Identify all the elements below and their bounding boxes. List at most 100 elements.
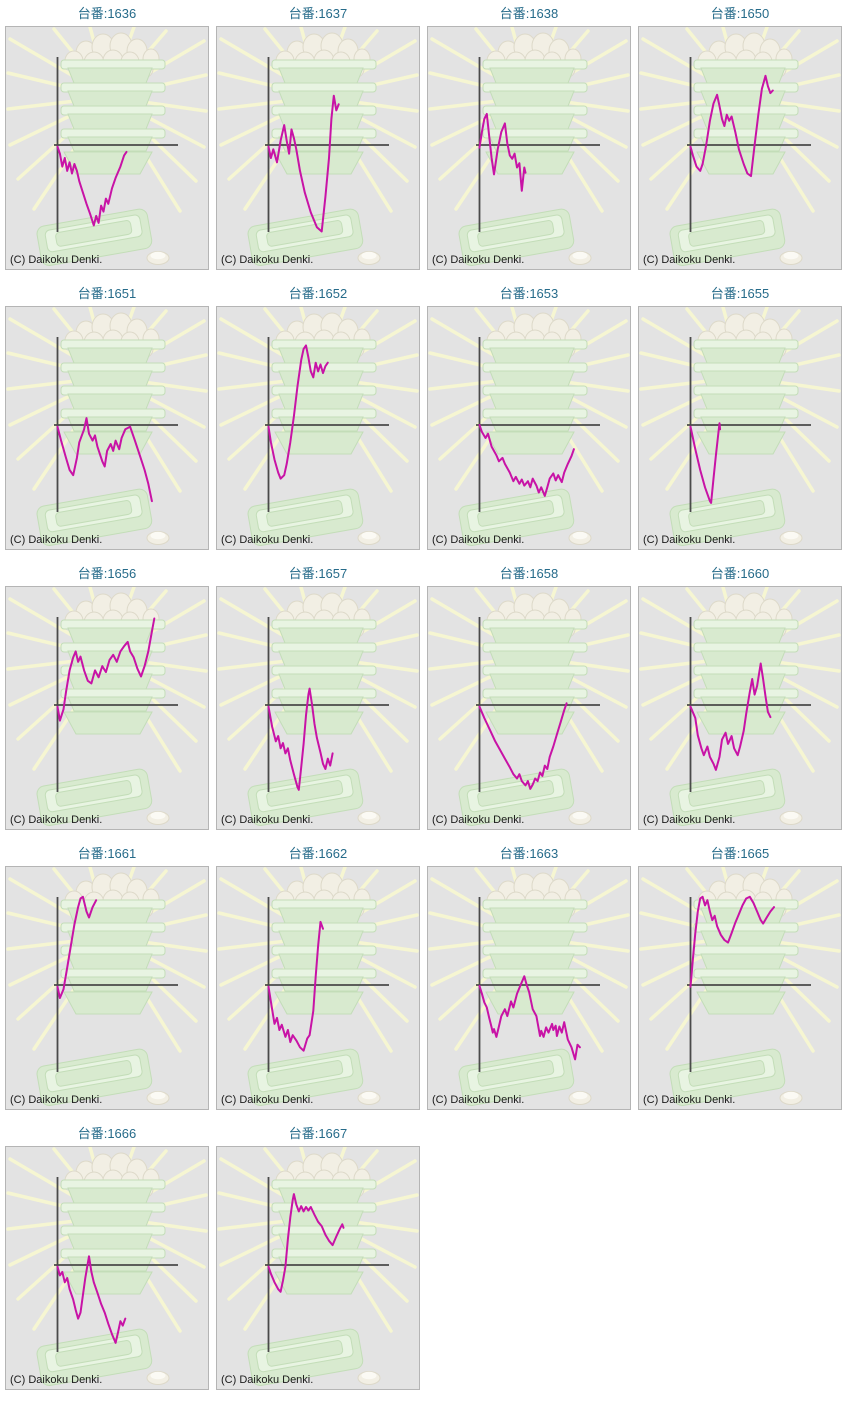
graph-svg — [6, 867, 208, 1106]
machine-title[interactable]: 台番:1658 — [499, 566, 559, 581]
axes — [476, 897, 600, 1072]
watermark — [6, 307, 208, 546]
machine-cell: 台番:1653 — [427, 280, 631, 550]
graph-line — [689, 895, 775, 988]
machine-title[interactable]: 台番:1666 — [77, 1126, 137, 1141]
watermark — [217, 1147, 419, 1386]
watermark — [217, 307, 419, 546]
axes — [54, 1177, 178, 1352]
machine-title[interactable]: 台番:1650 — [710, 6, 770, 21]
coin-box-icon — [247, 1328, 364, 1386]
coin-dish-icon — [146, 811, 170, 825]
watermark — [6, 867, 208, 1106]
copyright-label: (C) Daikoku Denki. — [643, 814, 736, 826]
axes — [687, 337, 811, 512]
machine-title[interactable]: 台番:1660 — [710, 566, 770, 581]
watermark — [428, 867, 630, 1106]
coin-box-icon — [247, 488, 364, 546]
machine-cell: 台番:1638 — [427, 0, 631, 270]
graph-line — [478, 424, 575, 497]
machine-cell: 台番:1663 — [427, 840, 631, 1110]
watermark — [217, 587, 419, 826]
coin-dish-icon — [568, 811, 592, 825]
copyright-label: (C) Daikoku Denki. — [221, 1094, 314, 1106]
machine-cell: 台番:1661 — [5, 840, 209, 1110]
watermark — [639, 27, 841, 266]
graph-panel: (C) Daikoku Denki. — [5, 866, 209, 1110]
tray-stack-icon — [60, 339, 166, 455]
graph-svg — [217, 867, 419, 1106]
tray-stack-icon — [60, 1179, 166, 1295]
copyright-label: (C) Daikoku Denki. — [10, 814, 103, 826]
graph-panel: (C) Daikoku Denki. — [427, 306, 631, 550]
axes — [687, 617, 811, 792]
axes — [54, 897, 178, 1072]
watermark — [428, 27, 630, 266]
graph-line — [267, 344, 329, 480]
watermark — [639, 307, 841, 546]
copyright-label: (C) Daikoku Denki. — [432, 534, 525, 546]
graph-svg — [428, 867, 630, 1106]
graph-panel: (C) Daikoku Denki. — [427, 586, 631, 830]
watermark — [217, 867, 419, 1106]
machine-title[interactable]: 台番:1653 — [499, 286, 559, 301]
graph-panel: (C) Daikoku Denki. — [638, 866, 842, 1110]
graph-panel: (C) Daikoku Denki. — [638, 586, 842, 830]
graph-svg — [217, 587, 419, 826]
graph-svg — [217, 1147, 419, 1386]
graph-line — [478, 975, 581, 1061]
machine-title[interactable]: 台番:1638 — [499, 6, 559, 21]
machine-title[interactable]: 台番:1663 — [499, 846, 559, 861]
graph-panel: (C) Daikoku Denki. — [216, 26, 420, 270]
machine-title[interactable]: 台番:1667 — [288, 1126, 348, 1141]
machine-title[interactable]: 台番:1662 — [288, 846, 348, 861]
graph-svg — [6, 1147, 208, 1386]
copyright-label: (C) Daikoku Denki. — [643, 1094, 736, 1106]
graph-panel: (C) Daikoku Denki. — [427, 866, 631, 1110]
machine-title[interactable]: 台番:1637 — [288, 6, 348, 21]
graph-svg — [217, 27, 419, 266]
graph-panel: (C) Daikoku Denki. — [216, 1146, 420, 1390]
coin-dish-icon — [146, 1091, 170, 1105]
graph-line — [478, 112, 527, 192]
copyright-label: (C) Daikoku Denki. — [432, 1094, 525, 1106]
axes — [265, 617, 389, 792]
machine-cell: 台番:1637 — [216, 0, 420, 270]
graph-panel: (C) Daikoku Denki. — [5, 26, 209, 270]
machine-title[interactable]: 台番:1656 — [77, 566, 137, 581]
copyright-label: (C) Daikoku Denki. — [221, 1374, 314, 1386]
graph-svg — [639, 27, 841, 266]
copyright-label: (C) Daikoku Denki. — [221, 254, 314, 266]
machine-title[interactable]: 台番:1657 — [288, 566, 348, 581]
coin-dish-icon — [779, 1091, 803, 1105]
coin-box-icon — [36, 1328, 153, 1386]
axes — [687, 57, 811, 232]
graph-panel: (C) Daikoku Denki. — [216, 866, 420, 1110]
machine-cell: 台番:1658 — [427, 560, 631, 830]
machine-title[interactable]: 台番:1665 — [710, 846, 770, 861]
machine-title[interactable]: 台番:1651 — [77, 286, 137, 301]
machine-cell: 台番:1650 — [638, 0, 842, 270]
graph-line — [56, 1255, 127, 1344]
machine-title[interactable]: 台番:1655 — [710, 286, 770, 301]
tray-stack-icon — [271, 619, 377, 735]
coin-dish-icon — [357, 811, 381, 825]
coin-dish-icon — [779, 531, 803, 545]
machine-title[interactable]: 台番:1652 — [288, 286, 348, 301]
graph-panel: (C) Daikoku Denki. — [216, 586, 420, 830]
coin-box-icon — [458, 1048, 575, 1106]
machine-cell: 台番:1655 — [638, 280, 842, 550]
coin-box-icon — [458, 768, 575, 826]
coin-dish-icon — [357, 251, 381, 265]
coin-box-icon — [36, 768, 153, 826]
machine-title[interactable]: 台番:1661 — [77, 846, 137, 861]
coin-dish-icon — [568, 251, 592, 265]
machine-cell: 台番:1662 — [216, 840, 420, 1110]
copyright-label: (C) Daikoku Denki. — [10, 1374, 103, 1386]
axes — [265, 337, 389, 512]
tray-stack-icon — [271, 59, 377, 175]
machine-cell: 台番:1656 — [5, 560, 209, 830]
machine-title[interactable]: 台番:1636 — [77, 6, 137, 21]
graph-line — [689, 662, 772, 771]
